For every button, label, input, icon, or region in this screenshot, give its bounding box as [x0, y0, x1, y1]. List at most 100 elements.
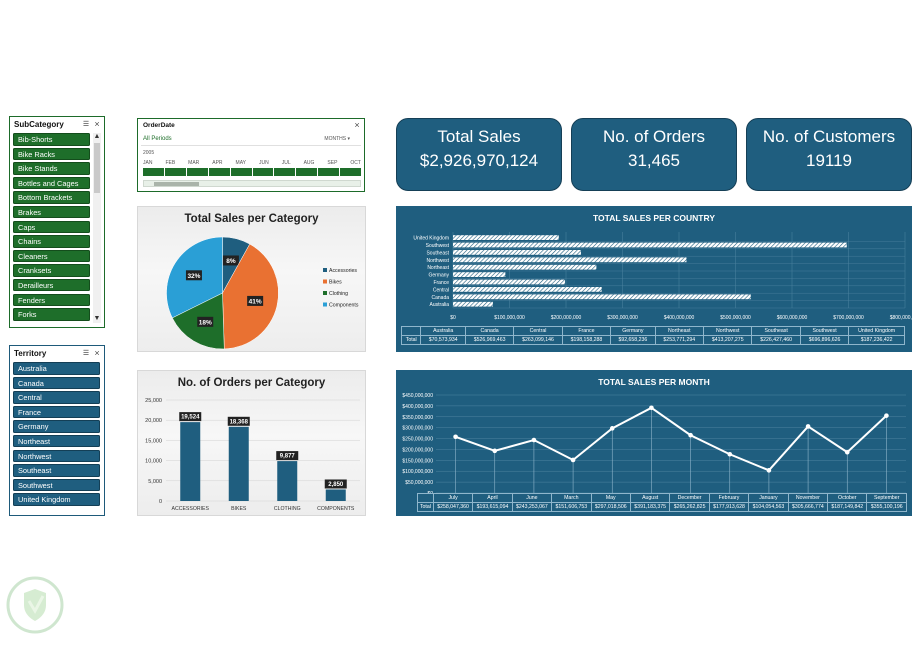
table-cell: $413,207,275 [702, 335, 753, 345]
subcategory-slicer: SubCategory ☰ ⨯ Bib-Shorts Bike Racks Bike… [9, 116, 105, 328]
timeline-month-cell[interactable] [186, 168, 208, 176]
timeline-month-cell[interactable] [274, 168, 296, 176]
timeline-month-cell[interactable] [164, 168, 186, 176]
timeline-month-cell[interactable] [296, 168, 318, 176]
timeline-month-label: SEP [327, 160, 338, 166]
slicer-item[interactable]: Bottom Brackets [13, 191, 90, 204]
slicer-item[interactable]: Germany [13, 420, 100, 433]
slicer-item[interactable]: Southeast [13, 464, 100, 477]
data-label-bg [276, 451, 299, 461]
slicer-item[interactable]: Chains [13, 235, 90, 248]
slicer-item[interactable]: Fenders [13, 293, 90, 307]
timeline-month-cell[interactable] [143, 168, 164, 176]
timeline-bar[interactable] [143, 168, 362, 176]
legend-entry: Accessories [329, 268, 357, 274]
timeline-scroll-thumb[interactable] [154, 182, 199, 186]
y-tick-label: Southwest [426, 243, 450, 249]
timeline-scrollbar[interactable] [143, 180, 361, 187]
slicer-item[interactable]: Canada [13, 376, 100, 390]
scroll-up-icon[interactable]: ▲ [93, 133, 101, 140]
legend-entry: Clothing [329, 291, 348, 297]
timeline-month-cell[interactable] [208, 168, 230, 176]
y-tick-label: 10,000 [145, 459, 162, 465]
bar [453, 235, 559, 240]
slicer-item[interactable]: Southwest [13, 478, 100, 492]
slicer-item[interactable]: Central [13, 391, 100, 404]
x-tick-label: ACCESSORIES [172, 506, 210, 512]
table-header: Australia [420, 326, 466, 336]
clear-filter-icon[interactable]: ⨯ [354, 122, 360, 129]
slicer-item[interactable]: Australia [13, 362, 100, 375]
slicer-item[interactable]: Northeast [13, 434, 100, 448]
bar [453, 301, 493, 307]
slicer-item[interactable]: Bottles and Cages [13, 176, 90, 190]
table-header: July [432, 493, 474, 503]
y-tick-label: $350,000,000 [402, 415, 433, 421]
month-data-table: July April June March May August December Febru… [417, 493, 907, 512]
legend-swatch [323, 268, 327, 272]
timeline-month-cell[interactable] [230, 168, 252, 176]
table-header: Canada [464, 326, 515, 336]
table-cell: $243,253,067 [511, 502, 553, 512]
scroll-down-icon[interactable]: ▼ [93, 315, 101, 322]
table-header: Germany [610, 326, 656, 336]
clear-filter-icon[interactable]: ⨯ [94, 350, 100, 357]
legend-swatch [323, 302, 327, 307]
territory-items: Australia Canada Central France Germany North… [13, 362, 100, 508]
data-point [609, 426, 615, 431]
multi-select-icon[interactable]: ☰ [82, 350, 90, 357]
legend-swatch [323, 291, 327, 295]
slicer-item[interactable]: Brakes [13, 205, 90, 219]
slicer-item[interactable]: Northwest [13, 449, 100, 463]
x-tick-label: $300,000,000 [607, 315, 638, 321]
clear-filter-icon[interactable]: ⨯ [94, 121, 100, 128]
slicer-item[interactable]: Caps [13, 220, 90, 234]
timeline-year: 2005 [143, 150, 155, 156]
bar [453, 272, 506, 277]
subcategory-scrollbar[interactable]: ▲ ▼ [93, 133, 101, 323]
table-cell: $187,236,422 [848, 335, 905, 345]
subcategory-slicer-header: SubCategory ☰ ⨯ [10, 117, 104, 131]
timeline-month-cell[interactable] [252, 168, 274, 176]
bar [277, 461, 298, 501]
slicer-item[interactable]: United Kingdom [13, 493, 100, 506]
legend-entry: Bikes [329, 280, 342, 286]
data-point [688, 432, 693, 438]
y-tick-label: Germany [428, 273, 449, 279]
multi-select-icon[interactable]: ☰ [82, 121, 90, 128]
data-label-bg [227, 416, 250, 426]
data-label: 2,850 [328, 482, 344, 488]
table-cell: $193,615,094 [472, 502, 513, 512]
timeline-month-label: FEB [165, 160, 176, 166]
slicer-item[interactable]: Cranksets [13, 264, 90, 277]
slicer-item[interactable]: Forks [13, 308, 90, 321]
y-tick-label: $250,000,000 [402, 437, 433, 443]
timeline-period: All Periods [143, 136, 172, 142]
scroll-thumb[interactable] [94, 143, 100, 193]
timeline-month-cell[interactable] [318, 168, 340, 176]
table-cell: $258,047,360 [432, 502, 474, 512]
series-line [455, 406, 888, 472]
data-label: 8% [226, 258, 236, 265]
timeline-level-dropdown[interactable]: MONTHS ▾ [324, 136, 350, 142]
bar [180, 422, 201, 501]
kpi-label: No. of Orders [602, 127, 706, 146]
slicer-item[interactable]: Bib-Shorts [13, 133, 90, 146]
x-tick-label: $600,000,000 [777, 315, 808, 321]
pie-chart: 8% 41% 18% 32% Accessories Bikes Clothing Compo… [166, 236, 359, 350]
country-chart-title: TOTAL SALES PER COUNTRY [592, 213, 715, 223]
data-label: 41% [249, 298, 262, 305]
timeline-month-cell[interactable] [340, 168, 362, 176]
data-label-bg [179, 412, 202, 422]
table-corner [417, 493, 434, 503]
slicer-item[interactable]: Bike Stands [13, 162, 90, 175]
timeline-month-label: MAR [188, 160, 200, 166]
legend-entry: Components [329, 303, 359, 309]
y-tick-label: United Kingdom [413, 236, 449, 242]
slicer-item[interactable]: Derailleurs [13, 278, 90, 292]
slicer-item[interactable]: Cleaners [13, 249, 90, 263]
slicer-item[interactable]: France [13, 405, 100, 419]
slicer-item[interactable]: Bike Racks [13, 147, 90, 161]
y-tick-label: $300,000,000 [402, 426, 433, 432]
x-tick-label: COMPONENTS [317, 506, 355, 512]
